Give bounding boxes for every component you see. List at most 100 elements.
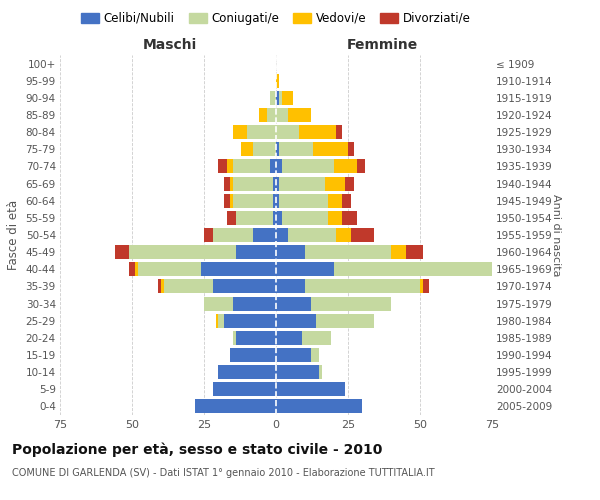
Bar [276,91,279,105]
Bar [138,262,201,276]
Text: COMUNE DI GARLENDA (SV) - Dati ISTAT 1° gennaio 2010 - Elaborazione TUTTITALIA.I: COMUNE DI GARLENDA (SV) - Dati ISTAT 1° … [12,468,434,477]
Bar [276,262,334,276]
Bar [273,194,276,207]
Bar [236,211,273,225]
Bar [233,331,236,345]
Text: Femmine: Femmine [347,38,418,52]
Bar [230,176,233,190]
Text: Maschi: Maschi [142,38,197,52]
Bar [316,314,374,328]
Bar [158,280,161,293]
Bar [233,176,273,190]
Bar [201,262,276,276]
Bar [305,245,391,259]
Bar [279,176,325,190]
Bar [268,108,276,122]
Bar [328,211,342,225]
Bar [233,194,273,207]
Bar [236,245,276,259]
Bar [233,296,276,310]
Bar [356,160,365,173]
Bar [311,348,319,362]
Bar [276,211,282,225]
Bar [311,296,391,310]
Bar [313,142,348,156]
Bar [224,176,230,190]
Bar [276,74,279,88]
Bar [276,280,305,293]
Bar [230,194,233,207]
Bar [391,245,406,259]
Bar [279,194,328,207]
Bar [115,245,129,259]
Bar [276,245,305,259]
Bar [287,228,337,242]
Legend: Celibi/Nubili, Coniugati/e, Vedovi/e, Divorziati/e: Celibi/Nubili, Coniugati/e, Vedovi/e, Di… [77,8,475,28]
Bar [196,400,276,413]
Bar [236,331,276,345]
Bar [492,262,498,276]
Bar [276,314,316,328]
Bar [204,228,212,242]
Bar [212,280,276,293]
Bar [218,160,227,173]
Bar [233,160,270,173]
Bar [282,160,334,173]
Bar [241,142,253,156]
Bar [302,331,331,345]
Bar [337,125,342,139]
Bar [334,160,356,173]
Text: Popolazione per età, sesso e stato civile - 2010: Popolazione per età, sesso e stato civil… [12,442,382,457]
Bar [287,108,311,122]
Bar [423,280,428,293]
Bar [253,228,276,242]
Bar [328,194,342,207]
Bar [406,245,423,259]
Bar [276,160,282,173]
Bar [276,142,279,156]
Bar [129,262,135,276]
Bar [299,125,337,139]
Bar [337,228,351,242]
Bar [325,176,345,190]
Y-axis label: Anni di nascita: Anni di nascita [551,194,561,276]
Bar [276,348,311,362]
Y-axis label: Fasce di età: Fasce di età [7,200,20,270]
Bar [319,365,322,379]
Bar [276,125,299,139]
Bar [334,262,492,276]
Bar [224,194,230,207]
Bar [270,160,276,173]
Bar [276,331,302,345]
Bar [276,108,287,122]
Bar [276,365,319,379]
Bar [305,280,420,293]
Bar [129,245,236,259]
Bar [279,142,313,156]
Bar [227,211,236,225]
Bar [212,228,253,242]
Bar [161,280,164,293]
Bar [351,228,374,242]
Bar [348,142,354,156]
Bar [253,142,276,156]
Bar [276,176,279,190]
Bar [279,91,282,105]
Bar [233,125,247,139]
Bar [273,211,276,225]
Bar [276,296,311,310]
Bar [204,296,233,310]
Bar [218,314,224,328]
Bar [276,400,362,413]
Bar [230,348,276,362]
Bar [247,125,276,139]
Bar [227,160,233,173]
Bar [215,314,218,328]
Bar [276,382,345,396]
Bar [212,382,276,396]
Bar [276,194,279,207]
Bar [345,176,354,190]
Bar [135,262,138,276]
Bar [420,280,423,293]
Bar [164,280,212,293]
